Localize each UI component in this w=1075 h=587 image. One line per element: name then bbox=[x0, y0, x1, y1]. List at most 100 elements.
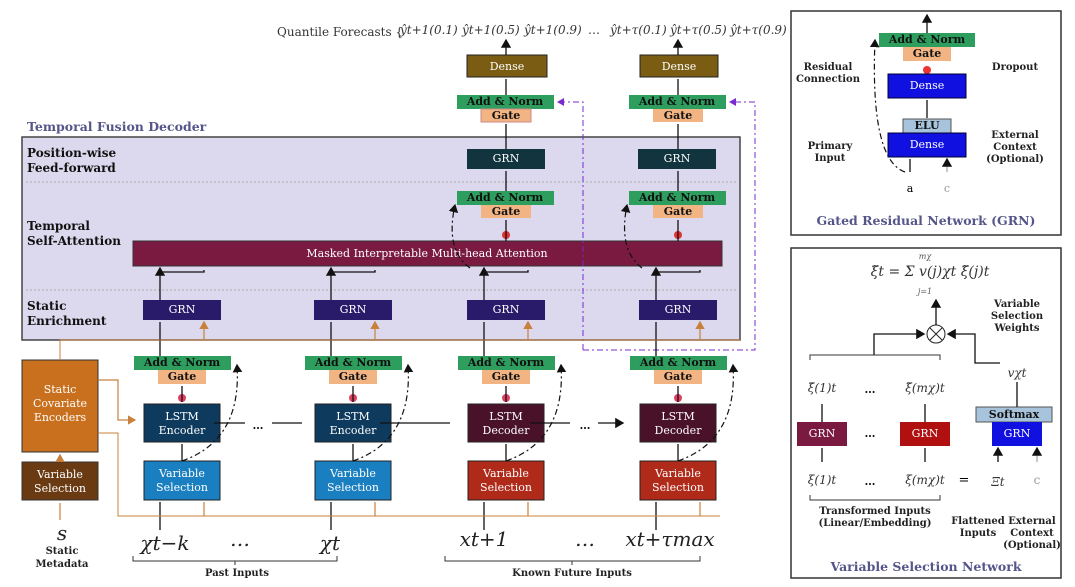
vsn-dots: … bbox=[865, 475, 876, 488]
external-label: External bbox=[1008, 516, 1056, 527]
add-norm-block bbox=[457, 95, 554, 109]
attention-label: Masked Interpretable Multi-head Attentio… bbox=[306, 247, 547, 260]
residual-arrow bbox=[505, 363, 567, 462]
vsn-grn-1 bbox=[797, 422, 847, 446]
grn-gate-label: Gate bbox=[913, 47, 942, 60]
static-metadata-label: Static bbox=[46, 546, 79, 557]
vsn-arrow bbox=[946, 328, 1000, 364]
add-norm-label: Add & Norm bbox=[467, 356, 545, 369]
future-inputs-label: Known Future Inputs bbox=[512, 568, 632, 579]
grn-gate bbox=[903, 47, 951, 61]
multiply-icon-cross bbox=[929, 327, 943, 341]
vsn-sum-top: mχ bbox=[919, 252, 933, 261]
static-enc-label: Encoders bbox=[34, 411, 87, 424]
vsn-ximx-in: ξ(mχ)t bbox=[905, 473, 945, 487]
dense-label: Dense bbox=[490, 60, 525, 73]
grn-elu-label: ELU bbox=[914, 119, 940, 132]
gate-label: Gate bbox=[492, 370, 521, 383]
past-brace bbox=[132, 556, 338, 565]
add-norm-block bbox=[305, 356, 402, 370]
input-dots: … bbox=[230, 527, 250, 551]
variable-selection-block bbox=[143, 460, 221, 501]
vs-label: Selection bbox=[156, 481, 208, 494]
context-line bbox=[59, 339, 740, 360]
enrich-label-1: Static bbox=[27, 299, 66, 313]
forecast-1: ŷt+1(0.1) bbox=[399, 23, 458, 37]
grn-ff-block bbox=[638, 149, 716, 169]
add-norm-label: Add & Norm bbox=[143, 356, 221, 369]
vsn-formula: ξ̃t = Σ v(j)χt ξ̃(j)t bbox=[871, 264, 990, 280]
grn-dense-1 bbox=[887, 132, 967, 158]
primary-label: Primary bbox=[808, 141, 854, 152]
forecast-3: ŷt+1(0.9) bbox=[523, 23, 582, 37]
ff-label-2: Feed-forward bbox=[27, 161, 116, 175]
gate-block bbox=[158, 370, 206, 384]
primary-label: Input bbox=[815, 153, 846, 164]
forecast-4: ŷt+τ(0.1) bbox=[609, 23, 667, 37]
grn-dense-2 bbox=[887, 73, 967, 99]
forecast-2: ŷt+1(0.5) bbox=[461, 23, 520, 37]
gate-block bbox=[482, 370, 530, 384]
grn-add-norm bbox=[879, 33, 975, 47]
grn-label: GRN bbox=[493, 303, 520, 316]
static-enc-label: Static bbox=[44, 383, 77, 396]
static-metadata-label: Metadata bbox=[35, 559, 89, 570]
grn-input-c: c bbox=[944, 182, 950, 195]
context-line bbox=[98, 432, 720, 517]
residual-label: Connection bbox=[796, 74, 861, 85]
external-label: (Optional) bbox=[986, 154, 1044, 165]
weights-label: Weights bbox=[993, 323, 1039, 334]
gate-label: Gate bbox=[168, 370, 197, 383]
gate-block bbox=[654, 370, 702, 384]
external-label: Context bbox=[993, 142, 1037, 153]
input-dots: … bbox=[575, 527, 595, 551]
forecast-6: ŷt+τ(0.9) bbox=[729, 23, 787, 37]
external-label: (Optional) bbox=[1003, 540, 1061, 551]
vsn-sum-bot: j=1 bbox=[916, 287, 932, 296]
vs-label: Selection bbox=[327, 481, 379, 494]
add-norm-block bbox=[630, 356, 727, 370]
static-covariate-encoders bbox=[21, 359, 99, 453]
flattened-label: Inputs bbox=[960, 528, 997, 539]
input-x-t-k: χt−k bbox=[138, 531, 189, 555]
input-x-tmax: xt+τmax bbox=[625, 527, 714, 551]
vsn-arrow bbox=[873, 328, 926, 355]
residual-arrow bbox=[677, 363, 739, 462]
skip-arrow bbox=[557, 98, 584, 350]
future-brace bbox=[444, 556, 701, 565]
forecast-dots: … bbox=[588, 23, 600, 37]
external-label: External bbox=[991, 130, 1039, 141]
vsn-Xi: Ξt bbox=[990, 475, 1004, 489]
lstm-label: Encoder bbox=[159, 424, 206, 437]
residual-arrow bbox=[352, 363, 414, 462]
lstm-label: LSTM bbox=[336, 410, 369, 423]
past-inputs-label: Past Inputs bbox=[205, 568, 269, 579]
variable-selection-block bbox=[314, 460, 392, 501]
vsn-weights-v: vχt bbox=[1008, 366, 1027, 380]
vs-label: Variable bbox=[329, 467, 376, 480]
input-x-t: χt bbox=[318, 531, 341, 555]
weights-label: Variable bbox=[993, 299, 1040, 310]
attn-label-1: Temporal bbox=[27, 219, 90, 233]
gate-block bbox=[329, 370, 377, 384]
vs-label: Selection bbox=[480, 481, 532, 494]
decoder-title: Temporal Fusion Decoder bbox=[27, 119, 207, 134]
add-norm-label: Add & Norm bbox=[639, 356, 717, 369]
weights-label: Selection bbox=[991, 311, 1044, 322]
lstm-label: LSTM bbox=[661, 410, 694, 423]
vsn-panel-title: Variable Selection Network bbox=[830, 559, 1022, 574]
attn-label-2: Self-Attention bbox=[27, 234, 121, 248]
vs-label: Variable bbox=[36, 468, 83, 481]
forecast-5: ŷt+τ(0.5) bbox=[669, 23, 727, 37]
context-arrow bbox=[98, 379, 137, 425]
vsn-grn-m bbox=[900, 422, 950, 446]
lstm-dots: … bbox=[580, 419, 591, 432]
vs-label: Selection bbox=[34, 482, 86, 495]
residual-arrow bbox=[448, 203, 471, 269]
lstm-dots: … bbox=[253, 419, 264, 432]
skip-arrow bbox=[583, 98, 756, 351]
vsn-xi1-out: ξ̃(1)t bbox=[808, 381, 837, 395]
lstm-label: Decoder bbox=[655, 424, 703, 437]
